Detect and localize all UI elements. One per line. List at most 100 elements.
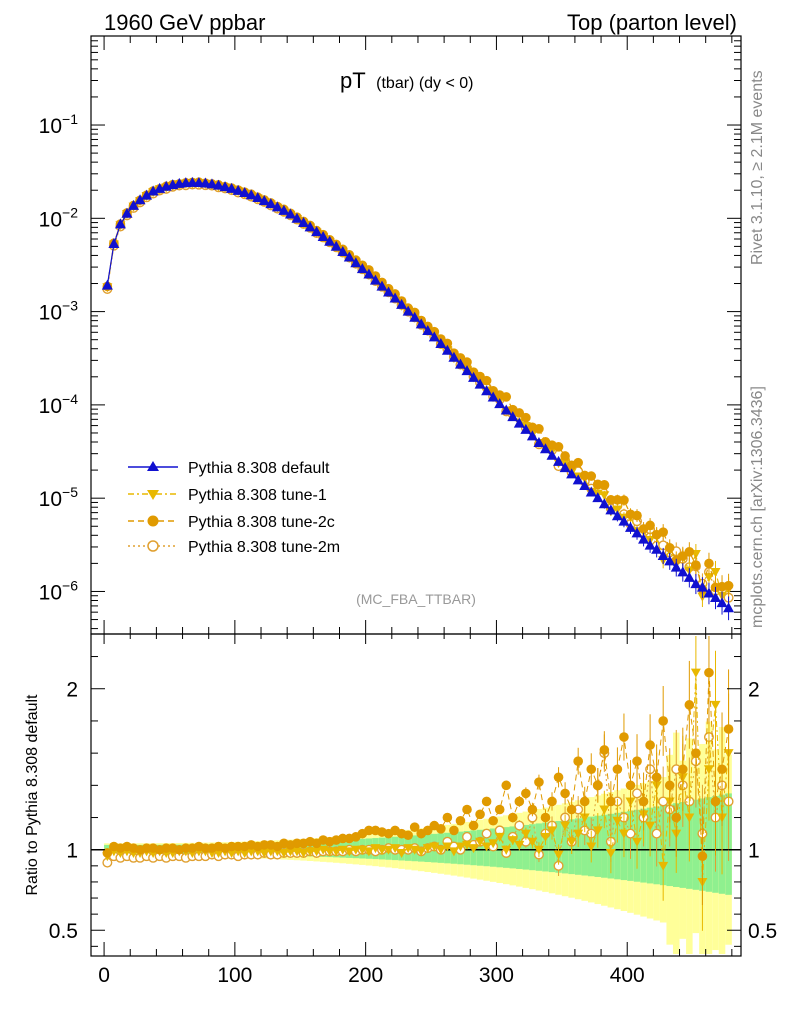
ratio-point: [514, 820, 525, 831]
data-point: [108, 238, 120, 249]
ratio-point: [645, 821, 656, 831]
data-point: [239, 186, 251, 197]
ratio-y-tick-label-left: 2: [66, 679, 78, 702]
data-point: [599, 479, 610, 490]
title-sub: (tbar) (dy < 0): [376, 75, 473, 92]
x-tick-label: 200: [348, 964, 383, 987]
ratio-point: [592, 826, 603, 836]
data-point: [586, 471, 597, 481]
data-point: [704, 558, 714, 569]
ratio-point: [658, 716, 668, 726]
data-point: [454, 358, 466, 369]
data-point: [324, 235, 336, 246]
data-point: [500, 404, 512, 415]
ratio-point: [409, 822, 420, 832]
band-green-bin: [692, 799, 700, 890]
ratio-point: [494, 832, 505, 842]
ratio-point: [363, 847, 374, 857]
data-point: [298, 217, 310, 228]
data-point: [703, 587, 715, 598]
data-point: [599, 491, 610, 501]
ratio-point: [612, 816, 623, 826]
data-point: [579, 480, 591, 491]
band-green-bin: [509, 826, 517, 869]
data-point: [206, 178, 218, 189]
ratio-point: [566, 837, 577, 847]
data-point: [631, 527, 643, 538]
ratio-point: [645, 740, 655, 750]
ratio-point: [429, 842, 440, 852]
data-point: [304, 221, 316, 232]
data-point: [553, 442, 564, 452]
data-point: [219, 181, 231, 192]
ratio-point: [448, 847, 459, 857]
band-green-bin: [496, 827, 503, 868]
ratio-point: [547, 826, 558, 836]
ratio-point: [422, 844, 433, 854]
ratio-point: [403, 830, 413, 841]
ratio-point: [442, 842, 453, 852]
data-point: [598, 498, 610, 509]
data-point: [723, 602, 735, 613]
ratio-y-tick-label-right: 2: [748, 679, 760, 702]
data-point: [644, 539, 656, 550]
legend: Pythia 8.308 default Pythia 8.308 tune-1…: [128, 460, 340, 556]
ratio-point: [553, 850, 564, 860]
data-point: [566, 468, 578, 479]
band-green-bin: [614, 812, 621, 880]
ratio-point: [658, 861, 669, 871]
data-point: [638, 533, 650, 544]
ratio-series-2: [102, 636, 734, 906]
ratio-point: [671, 812, 682, 823]
ratio-point: [383, 845, 394, 855]
band-green-bin: [548, 821, 556, 873]
data-point: [710, 568, 721, 578]
data-point: [481, 375, 492, 386]
ratio-point: [298, 848, 309, 858]
data-point: [664, 542, 675, 553]
header-left: 1960 GeV ppbar: [104, 10, 265, 35]
ratio-point: [376, 845, 387, 855]
data-point: [213, 179, 225, 190]
legend-label-tune1: Pythia 8.308 tune-1: [188, 487, 327, 504]
data-point: [513, 417, 525, 428]
legend-entry-default: Pythia 8.308 default: [128, 460, 330, 477]
data-point: [690, 578, 702, 589]
data-point: [658, 527, 668, 537]
band-green-bin: [561, 820, 569, 874]
ratio-point: [664, 780, 675, 791]
data-point: [670, 561, 682, 572]
data-point: [645, 520, 655, 531]
ratio-point: [442, 812, 453, 823]
ratio-point: [586, 764, 597, 775]
data-point: [585, 486, 597, 497]
ratio-point: [684, 813, 695, 823]
ratio-point: [265, 847, 276, 857]
ratio-point: [534, 777, 544, 787]
ratio-point: [533, 845, 544, 855]
data-point: [709, 592, 721, 603]
ratio-point: [638, 796, 649, 807]
band-green-bin: [601, 814, 608, 878]
data-point: [252, 192, 264, 203]
ratio-y-tick-label-left: 1: [66, 840, 78, 863]
ratio-point: [324, 847, 335, 857]
data-point: [624, 521, 636, 532]
ratio-point: [553, 772, 564, 783]
ratio-point: [278, 848, 289, 858]
ratio-point: [540, 812, 551, 823]
data-point: [389, 292, 401, 303]
ratio-point: [632, 837, 643, 847]
data-point: [448, 351, 460, 362]
ratio-point: [331, 847, 342, 857]
ratio-series-group: [91, 636, 741, 931]
header-right: Top (parton level): [567, 10, 737, 35]
ratio-point: [311, 847, 322, 857]
ratio-point: [527, 837, 538, 847]
ratio-point: [717, 764, 727, 775]
x-tick-label: 300: [479, 964, 514, 987]
data-point: [546, 449, 558, 460]
y-tick-label: 10−1: [39, 111, 79, 138]
ratio-point: [612, 764, 623, 775]
ratio-point: [691, 748, 701, 758]
